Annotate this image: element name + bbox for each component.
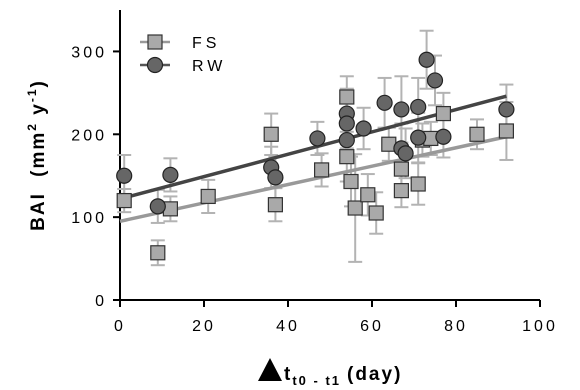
rw-point-2 (162, 166, 179, 183)
y-axis-title-unit-open: (mm (28, 131, 49, 177)
legend-fs-label: FS (192, 35, 220, 52)
x-tick-label-4: 80 (444, 318, 468, 335)
y-axis-title: BAI (mm2 y-1) (25, 79, 49, 231)
rw-point-15 (410, 129, 427, 146)
fs-point-20 (469, 126, 485, 142)
fs-point-12 (368, 205, 384, 221)
fs-point-9 (343, 173, 359, 190)
y-axis-title-main: BAI (28, 192, 49, 231)
y-axis-title-sup2: -1 (25, 87, 39, 102)
fs-point-6 (314, 162, 330, 178)
rw-point-0 (116, 167, 133, 184)
fs-point-4 (263, 126, 279, 142)
svg-text:BAI (mm2 y-1): BAI (mm2 y-1) (25, 79, 49, 231)
x-tick-label-2: 40 (276, 318, 300, 335)
fs-point-7 (339, 89, 355, 105)
rw-point-7 (338, 115, 355, 132)
delta-triangle-icon (258, 358, 282, 381)
legend: FS RW (140, 34, 226, 75)
x-tick-label-0: 0 (114, 318, 126, 335)
rw-point-14 (410, 98, 427, 116)
y-axis-title-mid: y (28, 102, 49, 122)
fs-point-21 (498, 123, 514, 139)
x-tick-label-1: 20 (192, 318, 216, 335)
y-axis-title-sup1: 2 (25, 122, 39, 131)
y-tick-label-2: 200 (71, 127, 107, 144)
rw-point-8 (338, 131, 355, 149)
legend-rw-marker (146, 56, 164, 74)
x-tick-label-3: 60 (360, 318, 384, 335)
fs-point-10 (347, 200, 363, 216)
fs-fit-line (119, 135, 507, 223)
y-tick-label-1: 100 (71, 210, 107, 227)
y-axis-title-unit-close: ) (28, 79, 49, 87)
legend-fs-marker (147, 34, 163, 50)
legend-rw-label: RW (192, 58, 226, 75)
data-markers (116, 51, 515, 261)
rw-point-9 (355, 120, 372, 137)
fs-point-0 (116, 192, 132, 209)
fs-point-14 (393, 183, 409, 199)
y-tick-label-0: 0 (95, 293, 107, 310)
rw-point-19 (498, 101, 515, 118)
rw-point-16 (418, 51, 435, 68)
axis-ticks: 0 20 40 60 80 100 0 100 200 300 (71, 44, 558, 335)
x-tick-label-5: 100 (522, 318, 558, 335)
fs-point-11 (360, 187, 376, 203)
rw-point-18 (435, 128, 452, 145)
svg-text:tt0 - t1(day): tt0 - t1 (day) (284, 364, 402, 388)
y-tick-label-3: 300 (71, 44, 107, 61)
x-axis-title-main: t (284, 364, 292, 385)
rw-point-4 (267, 169, 284, 186)
fs-point-15 (393, 161, 409, 177)
rw-point-10 (376, 94, 393, 111)
x-axis-title-sub: t0 - t1 (292, 373, 341, 388)
rw-point-17 (426, 72, 444, 89)
rw-point-13 (397, 145, 414, 162)
fs-point-8 (339, 149, 355, 165)
rw-point-5 (309, 130, 326, 147)
fs-point-5 (267, 197, 283, 213)
x-axis-title-unit: (day) (347, 364, 402, 385)
fs-point-3 (200, 188, 216, 205)
fs-point-19 (435, 105, 451, 122)
x-axis-title: tt0 - t1 (day) (258, 358, 402, 388)
rw-point-1 (149, 198, 166, 215)
fs-point-1 (150, 245, 166, 261)
fs-point-16 (410, 176, 426, 192)
rw-point-11 (393, 101, 410, 118)
